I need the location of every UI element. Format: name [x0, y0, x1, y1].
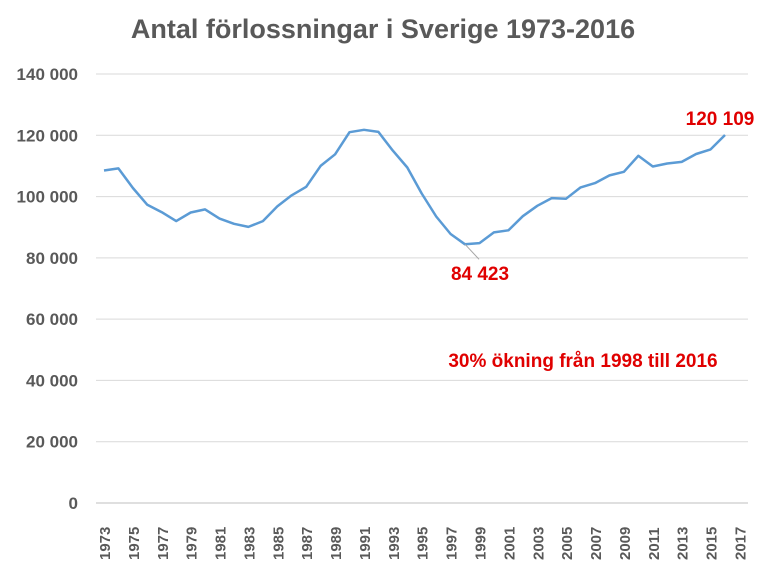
annotations: 120 109 84 423 30% ökning från 1998 till 2…: [448, 109, 754, 372]
y-tick-label: 20 000: [26, 433, 78, 452]
x-tick-label: 1975: [126, 527, 143, 560]
x-tick-label: 1997: [444, 527, 461, 560]
y-axis-ticks: 0 20 000 40 000 60 000 80 000 100 000 120 000 1…: [17, 65, 78, 513]
x-axis-ticks: 1973 1975 1977 1979 1981 1983 1985 1987 1989 1991…: [97, 527, 749, 560]
x-tick-label: 1981: [213, 527, 230, 560]
y-tick-label: 0: [69, 494, 78, 513]
grid-lines: [96, 73, 748, 504]
x-tick-label: 1983: [241, 527, 258, 560]
x-tick-label: 2009: [617, 527, 634, 560]
x-tick-label: 2003: [530, 527, 547, 560]
chart-title: Antal förlossningar i Sverige 1973-2016: [131, 14, 635, 44]
y-tick-label: 100 000: [17, 188, 78, 207]
x-tick-label: 2011: [646, 527, 663, 560]
series-line: [103, 128, 726, 246]
x-tick-label: 1989: [328, 527, 345, 560]
x-tick-label: 1991: [357, 527, 374, 560]
x-tick-label: 2007: [588, 527, 605, 560]
increase-note: 30% ökning från 1998 till 2016: [448, 351, 717, 372]
y-tick-label: 120 000: [17, 126, 78, 145]
x-tick-label: 2001: [501, 527, 518, 560]
x-tick-label: 1977: [155, 527, 172, 560]
x-tick-label: 1973: [97, 527, 114, 560]
x-tick-label: 1993: [386, 527, 403, 560]
x-tick-label: 2015: [704, 527, 721, 560]
x-tick-label: 2005: [559, 527, 576, 560]
x-tick-label: 1995: [415, 527, 432, 560]
y-tick-label: 140 000: [17, 65, 78, 84]
y-tick-label: 80 000: [26, 249, 78, 268]
min-leader-line: [464, 243, 480, 260]
y-tick-label: 60 000: [26, 310, 78, 329]
min-label: 84 423: [451, 264, 509, 285]
y-tick-label: 40 000: [26, 371, 78, 390]
series-layer: [103, 128, 726, 246]
x-tick-label: 2013: [675, 527, 692, 560]
x-tick-label: 1979: [184, 527, 201, 560]
x-tick-label: 2017: [732, 527, 749, 560]
x-tick-label: 1985: [270, 527, 287, 560]
x-tick-label: 1987: [299, 527, 316, 560]
x-tick-label: 1999: [472, 527, 489, 560]
max-label: 120 109: [686, 109, 755, 130]
